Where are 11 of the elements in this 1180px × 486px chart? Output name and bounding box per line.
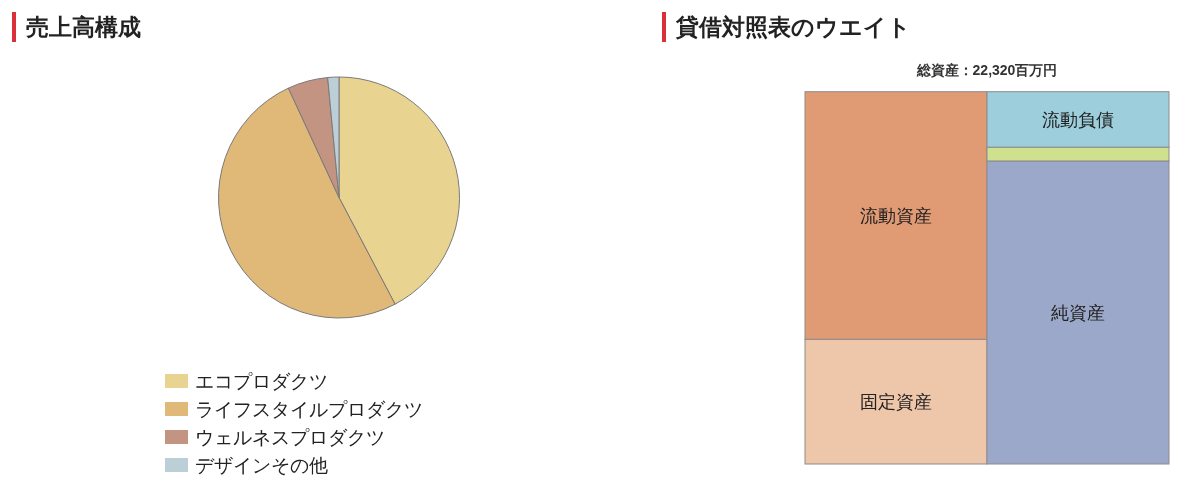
legend-label: デザインその他 [195,455,328,476]
bar-label: 流動負債 [1042,109,1114,130]
title: 貸借対照表のウエイト [662,12,911,42]
subtitle: 総資産：22,320百万円 [916,61,1058,78]
bar-label: 流動資産 [860,206,932,226]
bar-label: 純資産 [1051,302,1105,323]
legend-label: ライフスタイルプロダクツ [195,399,423,420]
title: 売上高構成 [12,12,141,42]
bar-label: 固定資産 [860,392,932,413]
legend-label: エコプロダクツ [195,371,328,392]
legend-label: ウェルネスプロダクツ [195,427,385,448]
